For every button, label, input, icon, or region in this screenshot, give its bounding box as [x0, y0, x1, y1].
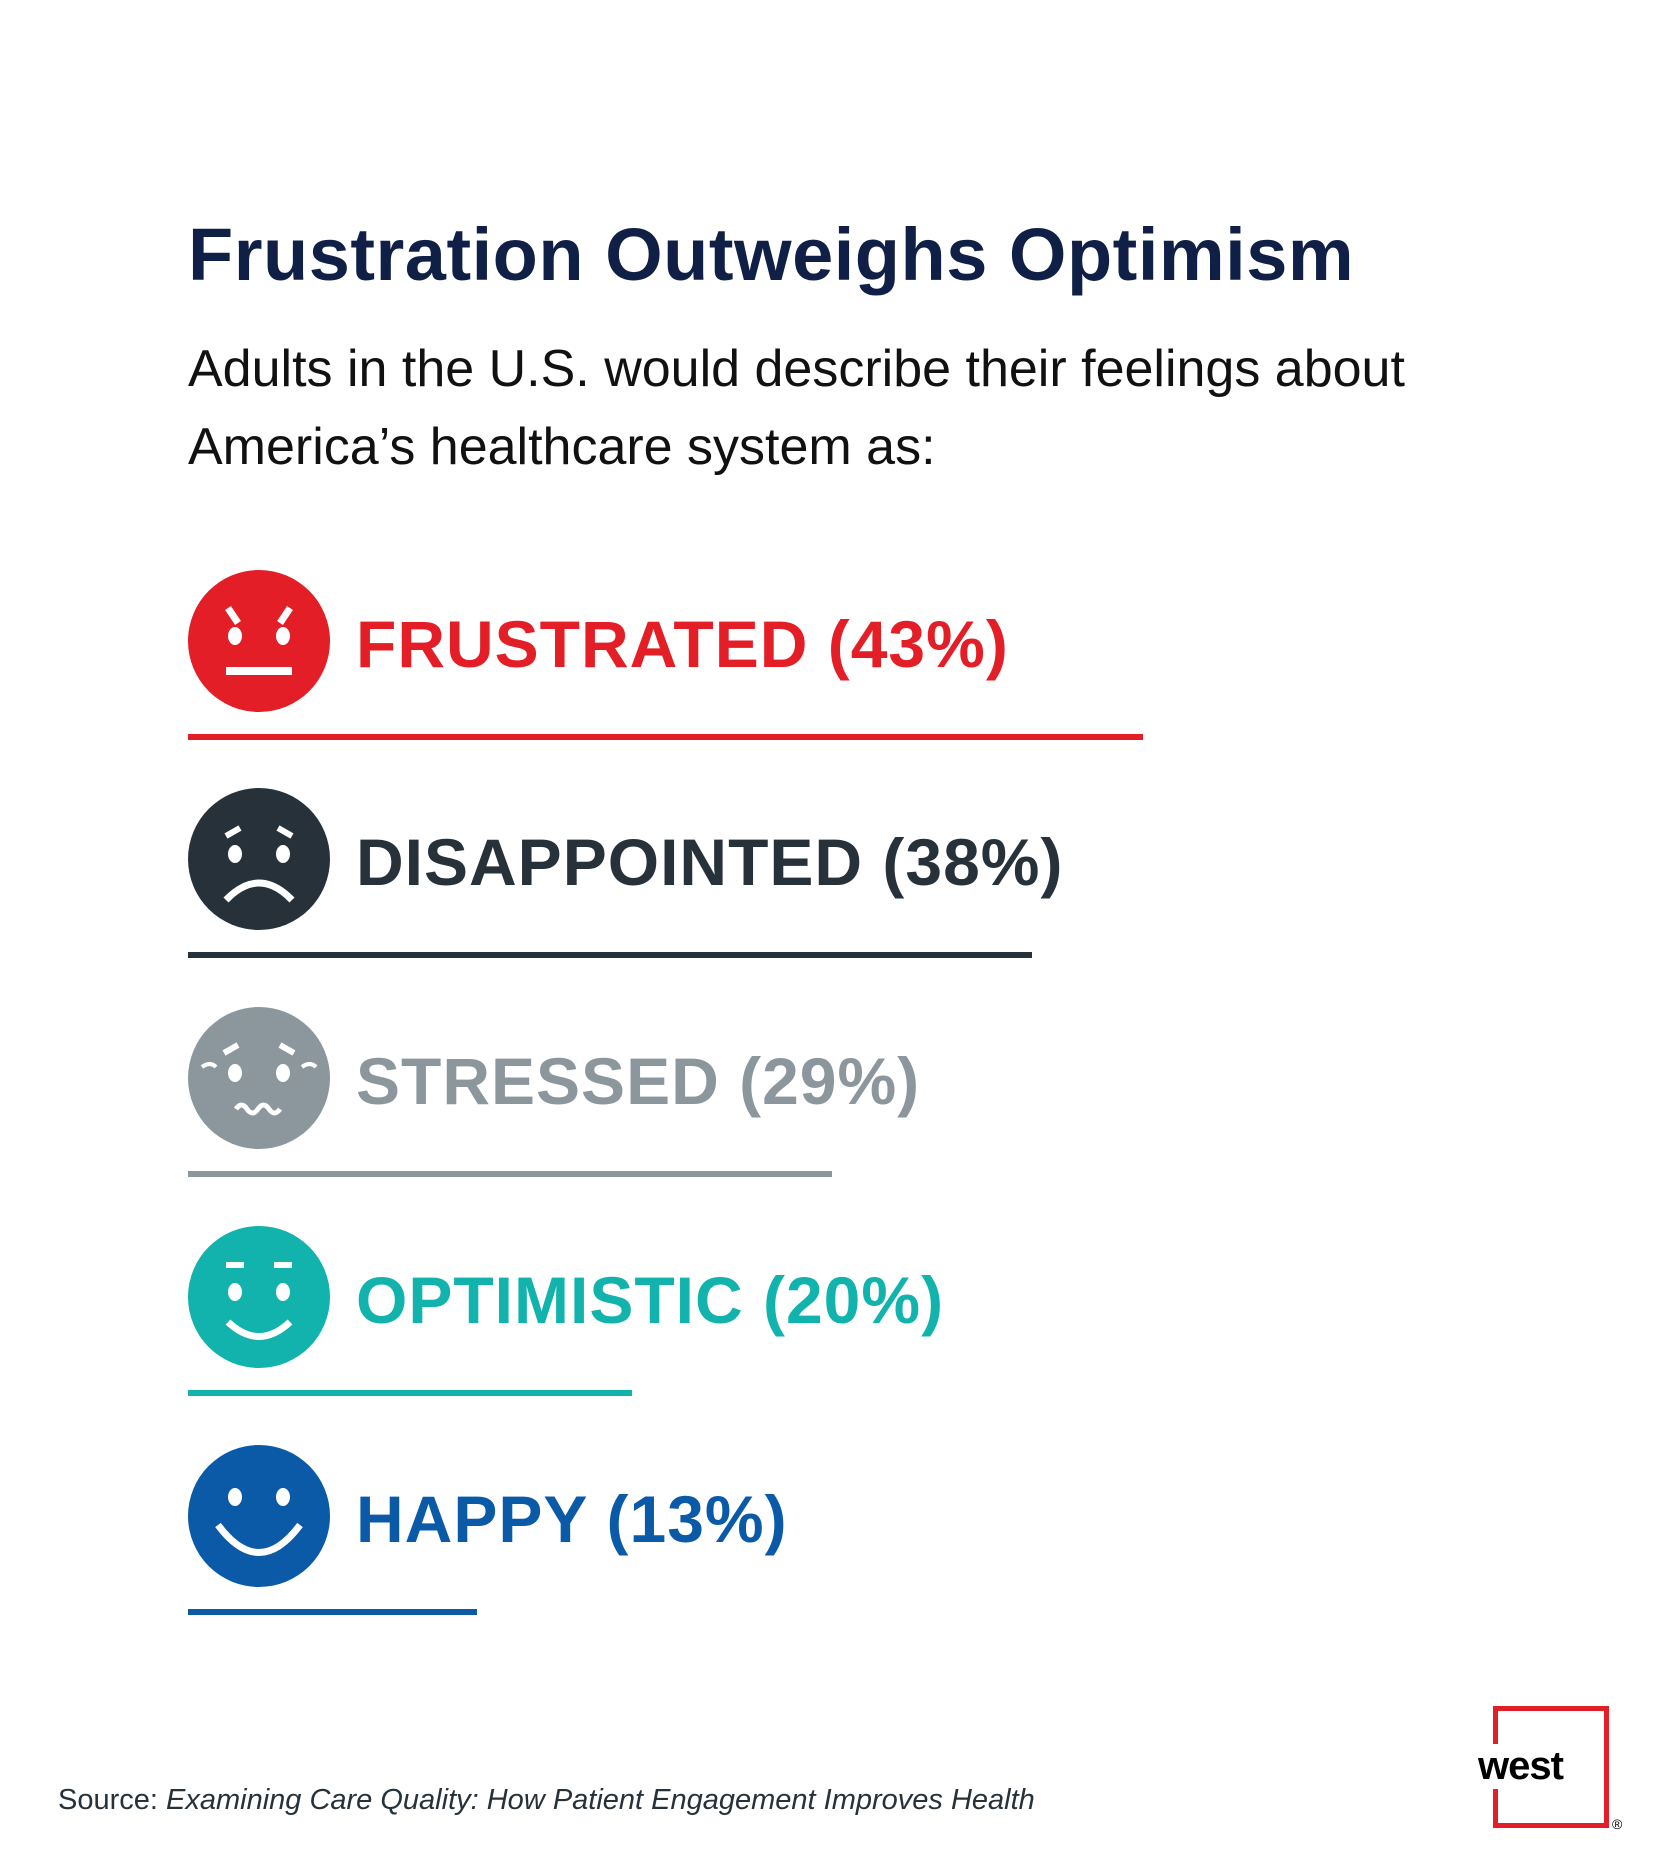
bar-label: FRUSTRATED (43%) — [356, 607, 1009, 681]
bar-label: STRESSED (29%) — [356, 1044, 921, 1118]
bar-label: OPTIMISTIC (20%) — [356, 1263, 945, 1337]
angry-face-icon — [188, 570, 330, 712]
happy-face-icon — [188, 1445, 330, 1587]
west-logo: west ® — [1478, 1706, 1622, 1832]
logo-text: west — [1478, 1744, 1564, 1789]
bar-row-stressed: STRESSED (29%) — [188, 1007, 1488, 1237]
bar-label: DISAPPOINTED (38%) — [356, 825, 1064, 899]
source-title: Examining Care Quality: How Patient Enga… — [166, 1784, 1035, 1816]
bar-row-disappointed: DISAPPOINTED (38%) — [188, 788, 1488, 1018]
bar — [188, 952, 1032, 958]
bar — [188, 734, 1143, 740]
bar — [188, 1171, 832, 1177]
source-note: Source: Examining Care Quality: How Pati… — [58, 1784, 1035, 1817]
bar-row-frustrated: FRUSTRATED (43%) — [188, 570, 1488, 800]
sad-face-icon — [188, 788, 330, 930]
bar-row-happy: HAPPY (13%) — [188, 1445, 1488, 1675]
stressed-face-icon — [188, 1007, 330, 1149]
optimistic-face-icon — [188, 1226, 330, 1368]
logo-box-left-top — [1493, 1706, 1498, 1746]
bar — [188, 1390, 632, 1396]
bar-label: HAPPY (13%) — [356, 1482, 788, 1556]
bar-row-optimistic: OPTIMISTIC (20%) — [188, 1226, 1488, 1456]
chart-subtitle: Adults in the U.S. would describe their … — [188, 340, 1405, 476]
source-prefix: Source: — [58, 1784, 166, 1816]
chart-title: Frustration Outweighs Optimism — [188, 213, 1355, 296]
bar — [188, 1609, 477, 1615]
logo-box-left-bottom — [1493, 1788, 1498, 1828]
logo-box — [1493, 1706, 1609, 1828]
registered-mark: ® — [1612, 1816, 1623, 1832]
